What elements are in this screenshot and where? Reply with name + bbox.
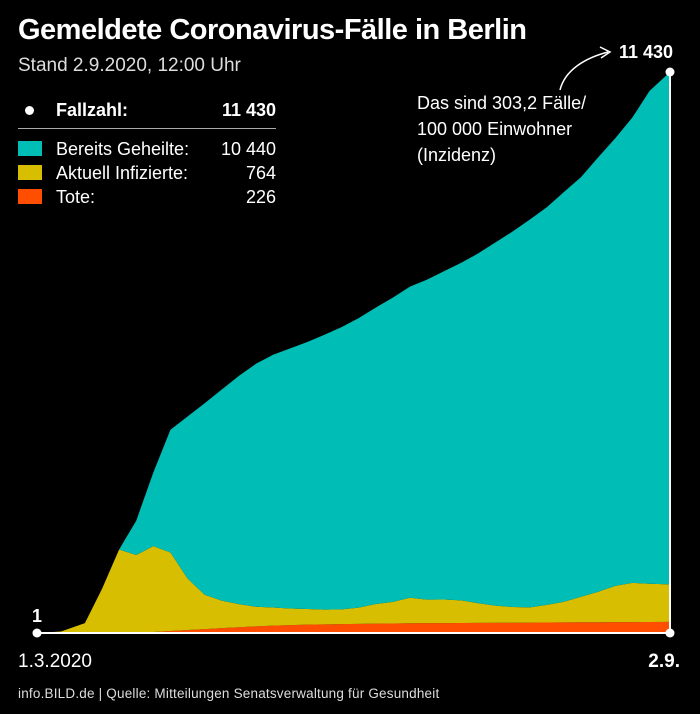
legend-total-value: 11 430 <box>221 100 276 120</box>
legend-label: Aktuell Infizierte: <box>56 163 189 183</box>
end-baseline-point <box>665 628 675 638</box>
series-area-aktuell-infizierte <box>37 546 670 633</box>
start-value-label: 1 <box>32 606 42 626</box>
legend: Fallzahl: 11 430 Bereits Geheilte: 10 44… <box>18 98 276 209</box>
bullet-icon <box>25 106 34 115</box>
incidence-annotation: Das sind 303,2 Fälle/ 100 000 Einwohner … <box>417 93 587 165</box>
legend-item-infizierte: Aktuell Infizierte: 764 <box>18 161 276 185</box>
legend-label: Bereits Geheilte: <box>56 139 190 159</box>
legend-label: Tote: <box>56 187 96 207</box>
end-value-label: 11 430 <box>619 42 673 62</box>
legend-value: 764 <box>245 163 276 183</box>
source-note: info.BILD.de | Quelle: Mitteilungen Sena… <box>18 686 440 701</box>
series-area-bereits-geheilte <box>37 72 670 633</box>
legend-value: 10 440 <box>220 139 276 159</box>
legend-total: Fallzahl: 11 430 <box>18 98 276 129</box>
legend-total-label: Fallzahl: <box>56 100 129 120</box>
x-tick-end: 2.9. <box>648 651 680 672</box>
annotation-arrow <box>559 51 609 91</box>
legend-value: 226 <box>245 187 276 207</box>
legend-swatch <box>18 189 42 204</box>
start-point <box>32 628 42 638</box>
end-total-point <box>665 67 675 77</box>
legend-swatch <box>18 165 42 180</box>
arrow-head-icon <box>599 46 612 59</box>
chart-title: Gemeldete Coronavirus-Fälle in Berlin <box>18 14 527 46</box>
chart-subtitle: Stand 2.9.2020, 12:00 Uhr <box>18 55 241 76</box>
legend-swatch <box>18 141 42 156</box>
series-area-tote <box>37 621 670 633</box>
legend-item-tote: Tote: 226 <box>18 185 276 209</box>
x-tick-start: 1.3.2020 <box>18 651 92 672</box>
legend-item-geheilte: Bereits Geheilte: 10 440 <box>18 137 276 161</box>
